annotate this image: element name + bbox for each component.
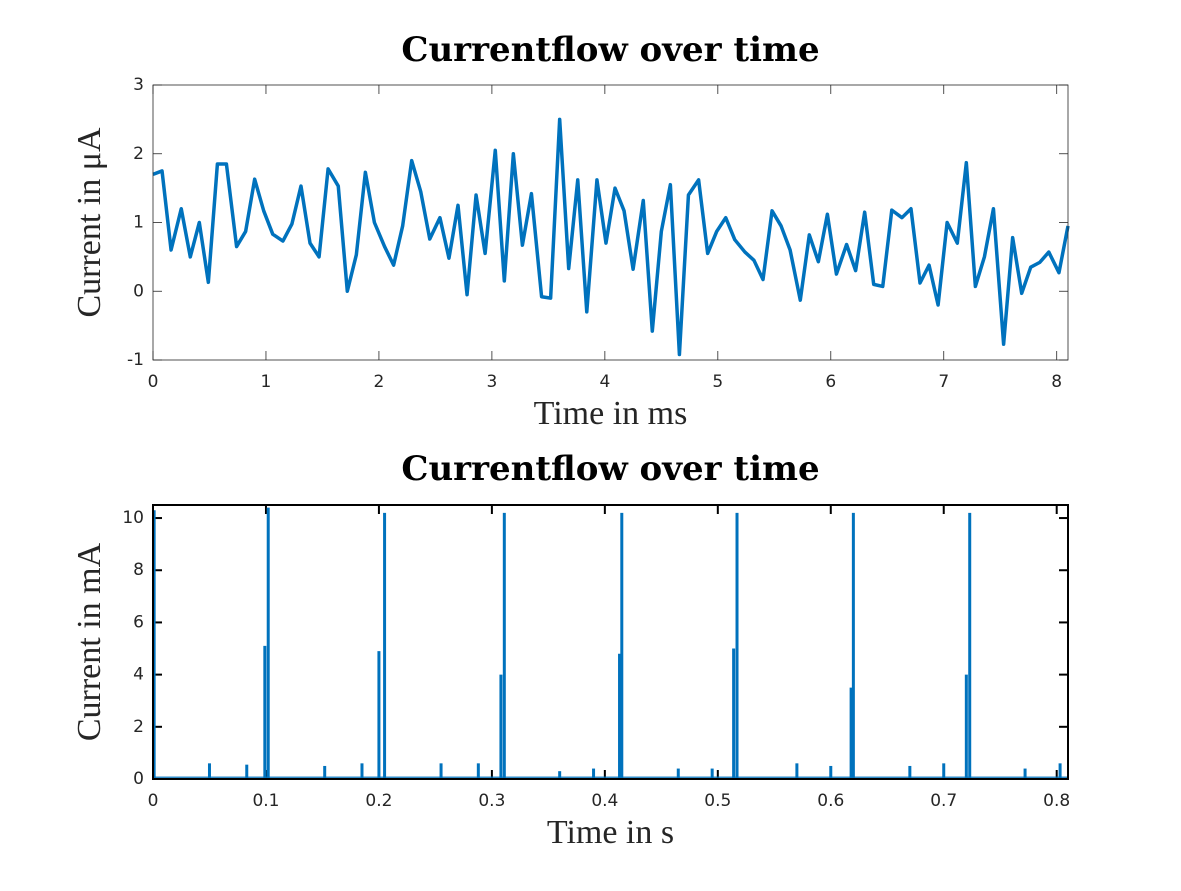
y-axis-label: Current in mA <box>71 542 108 741</box>
y-tick-label: 6 <box>133 612 144 632</box>
chart-title: Currentflow over time <box>401 30 819 70</box>
y-tick-label: 8 <box>133 560 144 580</box>
y-tick-label: 2 <box>133 717 144 737</box>
x-tick-label: 0.1 <box>252 791 279 811</box>
y-tick-label: 2 <box>133 144 144 164</box>
y-tick-label: 3 <box>133 75 144 95</box>
x-tick-label: 4 <box>599 372 610 392</box>
x-tick-label: 0 <box>148 791 159 811</box>
x-tick-label: 5 <box>712 372 723 392</box>
chart-title: Currentflow over time <box>401 449 819 489</box>
x-axis-label: Time in ms <box>534 395 688 432</box>
y-tick-label: -1 <box>127 350 144 370</box>
x-tick-label: 0.4 <box>591 791 618 811</box>
x-tick-label: 8 <box>1051 372 1062 392</box>
plot-frame <box>152 504 1069 780</box>
x-tick-label: 0 <box>148 372 159 392</box>
y-tick-label: 10 <box>122 508 144 528</box>
x-tick-label: 0.2 <box>365 791 392 811</box>
x-tick-label: 7 <box>938 372 949 392</box>
x-tick-label: 6 <box>825 372 836 392</box>
x-tick-label: 0.3 <box>478 791 505 811</box>
data-line <box>152 117 1070 357</box>
y-axis-label: Current in μA <box>71 127 108 318</box>
plot-frame <box>152 84 1069 361</box>
y-tick-label: 1 <box>133 213 144 233</box>
y-tick-label: 0 <box>133 281 144 301</box>
x-tick-label: 0.6 <box>817 791 844 811</box>
x-tick-label: 2 <box>374 372 385 392</box>
y-tick-label: 4 <box>133 665 144 685</box>
x-tick-label: 1 <box>261 372 272 392</box>
x-tick-label: 0.8 <box>1043 791 1070 811</box>
x-axis-label: Time in s <box>547 814 674 851</box>
x-tick-label: 3 <box>486 372 497 392</box>
y-tick-label: 0 <box>133 769 144 789</box>
x-tick-label: 0.5 <box>704 791 731 811</box>
x-tick-label: 0.7 <box>930 791 957 811</box>
